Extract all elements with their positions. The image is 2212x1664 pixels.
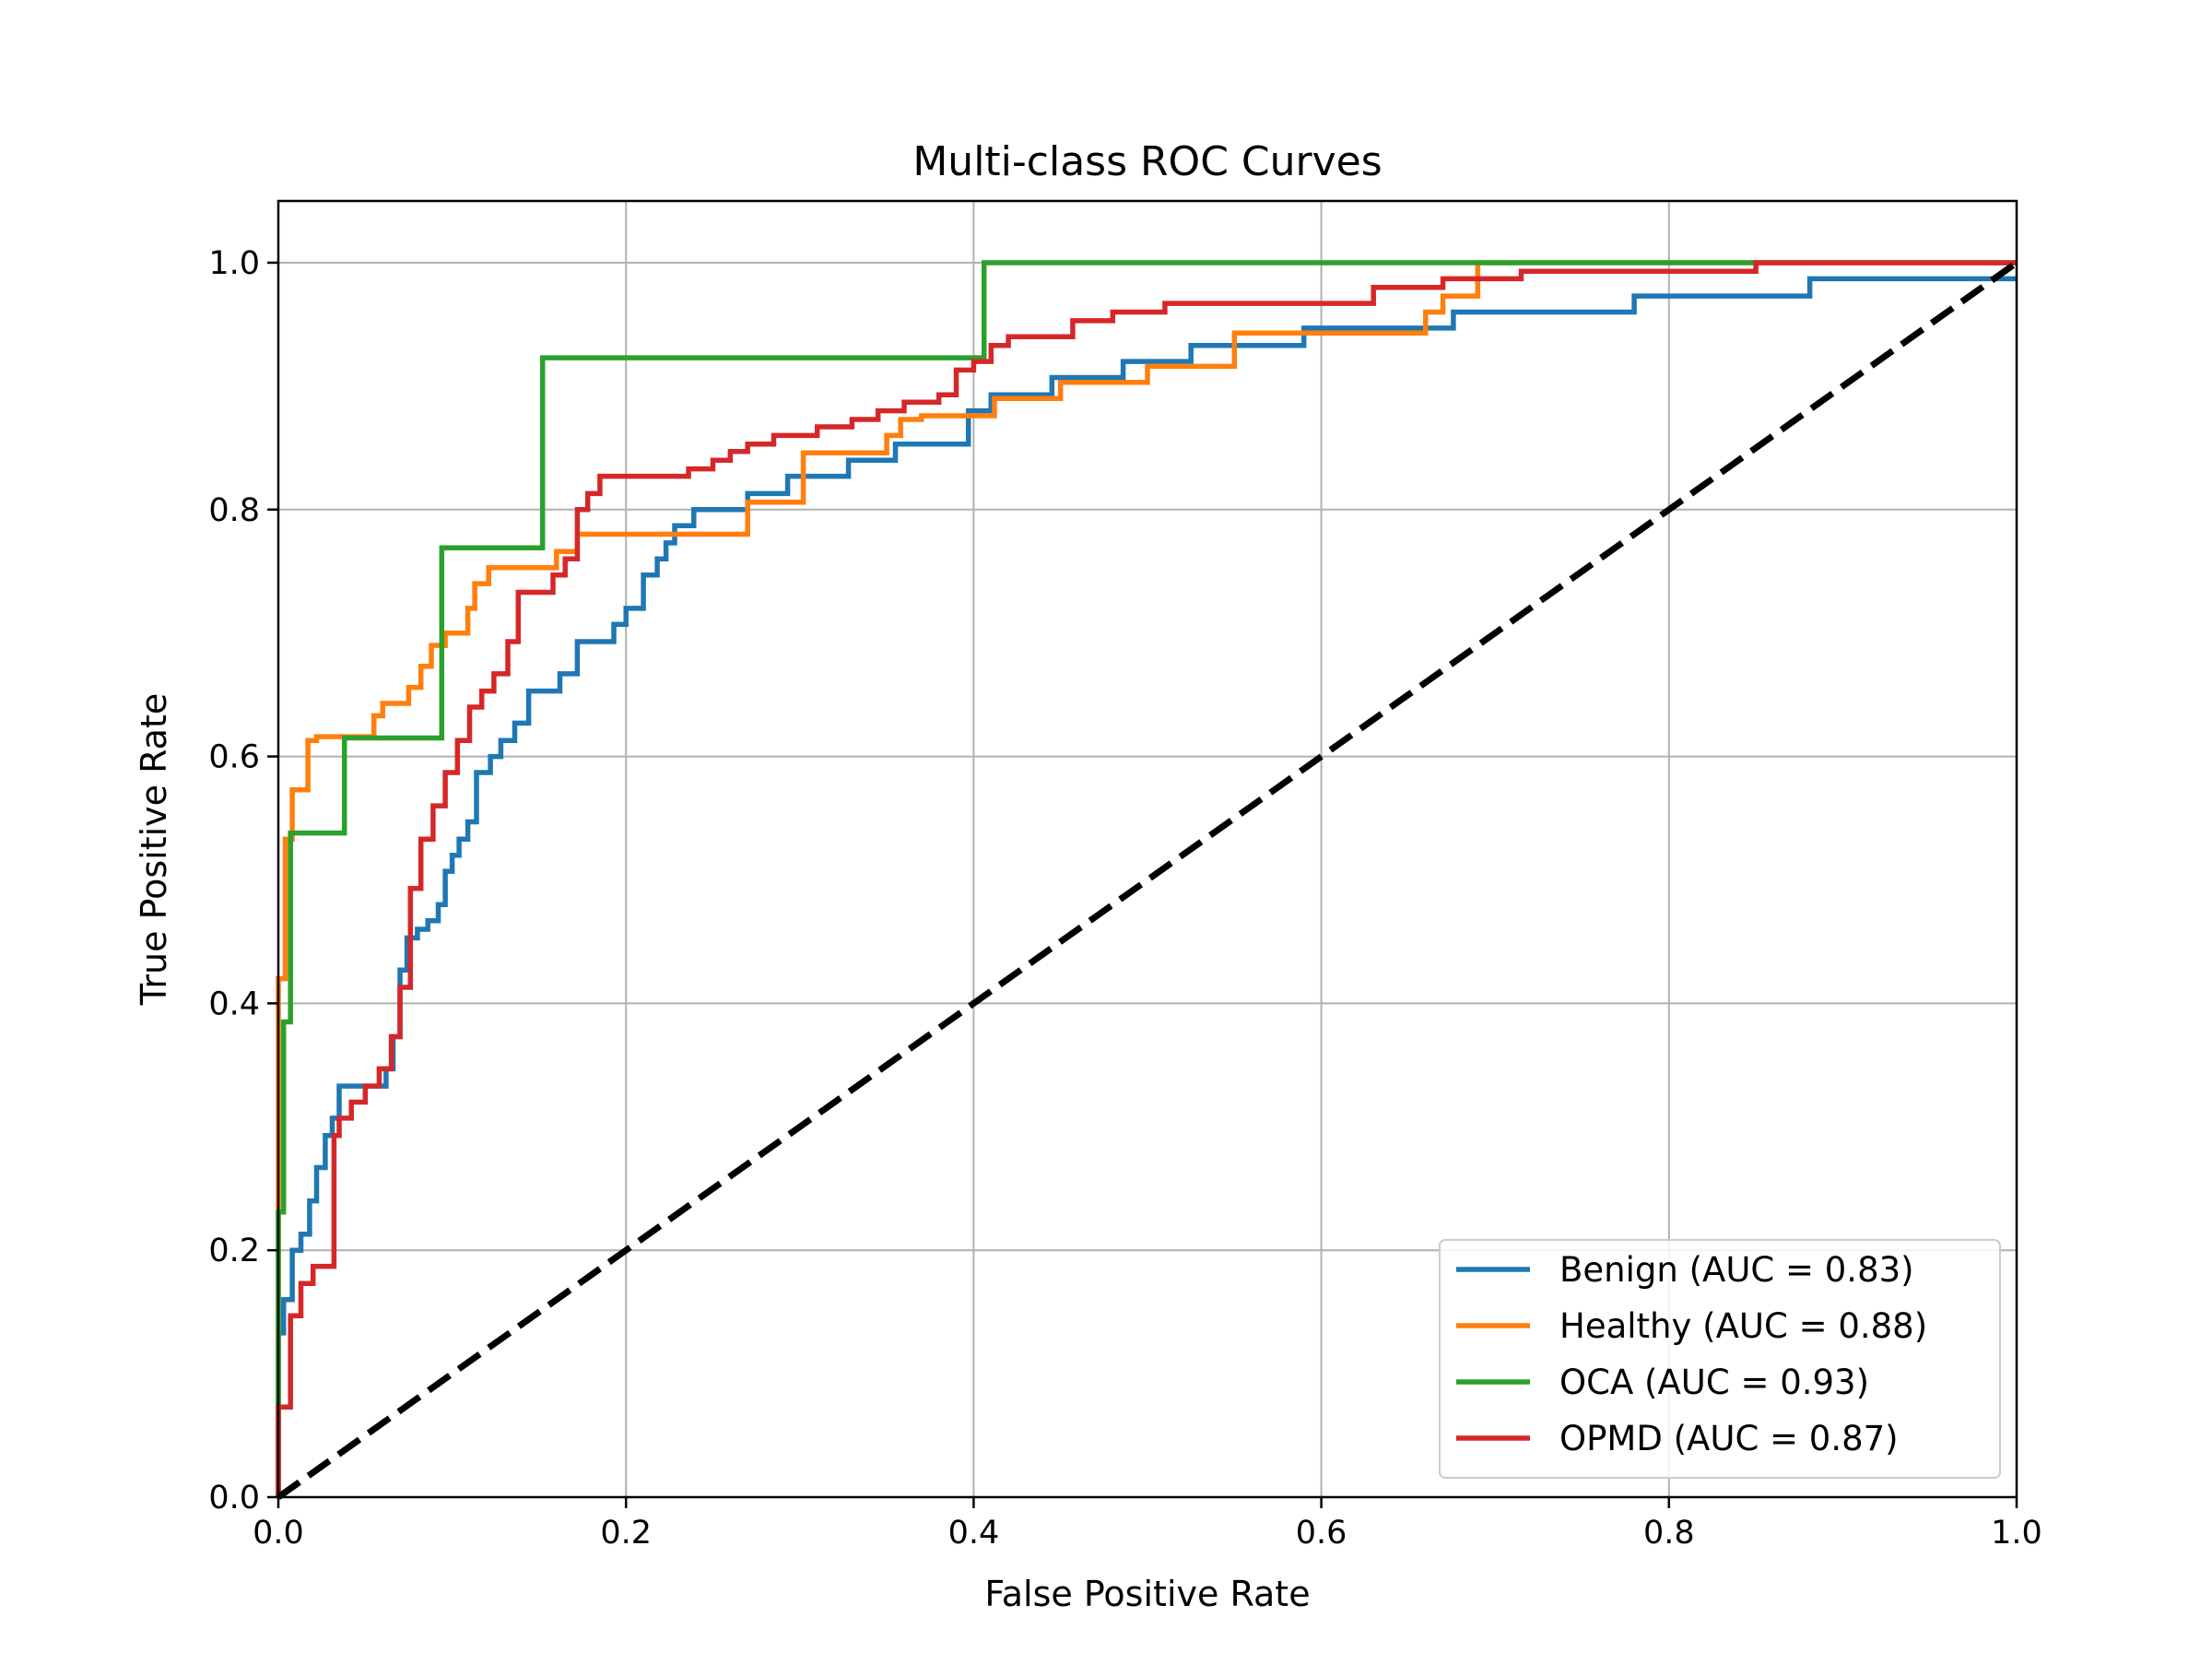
legend-label: OCA (AUC = 0.93) bbox=[1559, 1363, 1869, 1402]
x-tick-label: 0.0 bbox=[253, 1515, 304, 1552]
series-lines bbox=[276, 260, 2019, 1500]
y-tick-label: 1.0 bbox=[208, 245, 260, 282]
y-tick-label: 0.2 bbox=[208, 1233, 260, 1269]
x-axis-label: False Positive Rate bbox=[984, 1574, 1310, 1614]
legend-label: Healthy (AUC = 0.88) bbox=[1559, 1306, 1927, 1346]
x-tick-label: 0.6 bbox=[1296, 1515, 1347, 1552]
legend-label: OPMD (AUC = 0.87) bbox=[1559, 1419, 1899, 1458]
y-tick-label: 0.6 bbox=[208, 739, 260, 776]
legend-label: Benign (AUC = 0.83) bbox=[1559, 1250, 1914, 1290]
chart-title: Multi-class ROC Curves bbox=[912, 138, 1382, 185]
y-tick-label: 0.0 bbox=[208, 1480, 260, 1516]
legend: Benign (AUC = 0.83) Healthy (AUC = 0.88) O… bbox=[1439, 1239, 2001, 1479]
x-tick-label: 0.2 bbox=[600, 1515, 652, 1552]
series-line-opmd bbox=[276, 260, 2017, 1497]
series-line-benign bbox=[276, 276, 2017, 1497]
axis-ticks: 0.0 0.2 0.4 0.6 0.8 1.0 0.0 0.2 0.4 0.6 0.8 1.0 bbox=[208, 245, 2042, 1552]
x-tick-label: 1.0 bbox=[1991, 1515, 2042, 1552]
y-axis-label: True Positive Rate bbox=[134, 693, 174, 1007]
chance-diagonal-line bbox=[276, 260, 2019, 1500]
x-tick-label: 0.8 bbox=[1643, 1515, 1695, 1552]
x-tick-label: 0.4 bbox=[948, 1515, 1000, 1552]
y-tick-label: 0.8 bbox=[208, 492, 260, 529]
plot-frame bbox=[276, 199, 2018, 1499]
legend-box bbox=[1439, 1239, 2001, 1479]
series-line-oca bbox=[276, 260, 2017, 1497]
y-tick-label: 0.4 bbox=[208, 985, 260, 1022]
